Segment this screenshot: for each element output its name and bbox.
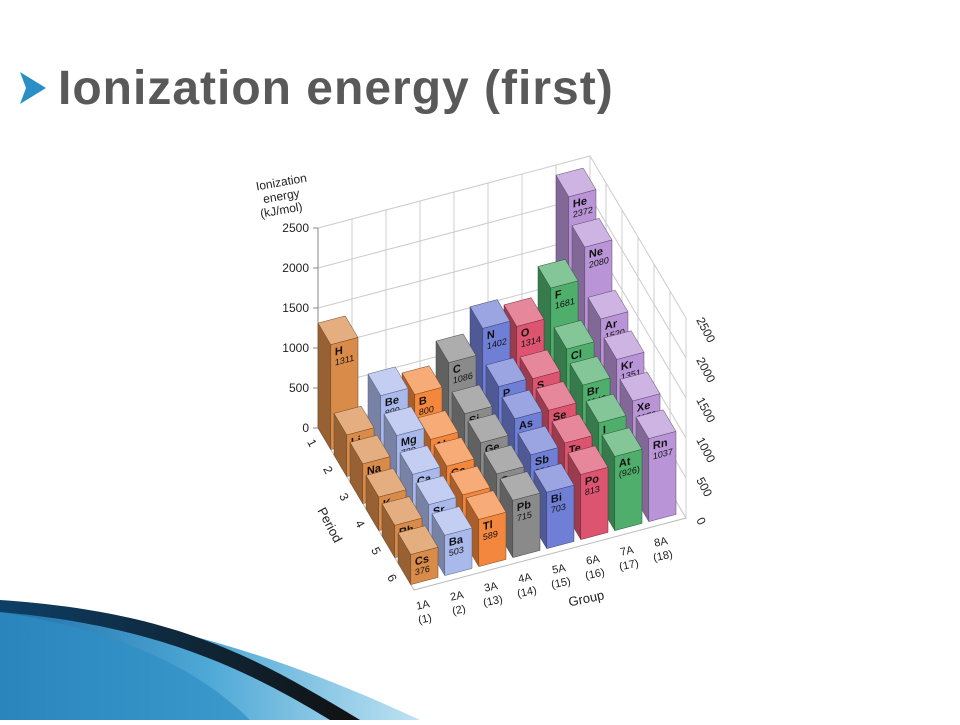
group-number: (2) xyxy=(451,603,467,618)
bar-front-face xyxy=(478,511,507,567)
element-symbol: As xyxy=(519,417,533,433)
element-value: 376 xyxy=(415,564,430,578)
bar-front-face xyxy=(614,448,643,531)
element-symbol: H xyxy=(335,345,343,359)
element-symbol: B xyxy=(419,395,427,409)
element-value: 800 xyxy=(419,404,434,418)
decor-swoosh-light xyxy=(0,612,250,720)
bar-left-face xyxy=(317,322,332,451)
element-symbol: Pb xyxy=(517,499,531,515)
bar-front-face xyxy=(512,492,541,558)
bar xyxy=(397,525,439,586)
group-axis-title: Group xyxy=(567,587,605,609)
group-label: 8A xyxy=(653,535,669,550)
y-tick-label: 500 xyxy=(289,381,309,395)
bar-front-face xyxy=(580,467,609,540)
bar xyxy=(635,409,677,523)
slide-title: Ionization energy (first) xyxy=(58,62,614,115)
element-symbol: He xyxy=(573,195,587,211)
element-symbol: Be xyxy=(385,394,399,410)
y-tick-label: 1500 xyxy=(282,301,309,315)
element-value: 703 xyxy=(551,501,566,515)
y-tick-label-right: 1500 xyxy=(693,395,718,425)
element-symbol: Xe xyxy=(637,400,650,415)
period-label: 3 xyxy=(336,491,352,504)
decor-swoosh-dark xyxy=(0,600,360,720)
group-label: 5A xyxy=(551,562,567,577)
group-label: 4A xyxy=(517,571,533,586)
group-label: 7A xyxy=(619,544,635,559)
bar-front-face xyxy=(648,431,677,522)
y-tick-label-right: 2500 xyxy=(693,315,718,345)
period-label: 5 xyxy=(368,545,384,558)
element-symbol: Sb xyxy=(535,453,549,469)
bar xyxy=(431,506,473,577)
element-symbol: I xyxy=(603,424,606,437)
bar-front-face xyxy=(546,484,575,549)
group-number: (13) xyxy=(482,594,504,610)
group-number: (18) xyxy=(652,549,674,565)
period-label: 6 xyxy=(384,572,400,585)
element-symbol: Ne xyxy=(589,246,603,262)
group-number: (17) xyxy=(618,558,640,574)
y-tick-label-right: 2000 xyxy=(693,355,718,385)
element-symbol: F xyxy=(555,288,562,302)
y-tick-label-right: 500 xyxy=(693,475,715,500)
element-symbol: P xyxy=(503,387,511,401)
y-tick-label: 0 xyxy=(302,421,309,435)
y-tick-label: 2500 xyxy=(282,221,309,235)
group-label: 3A xyxy=(483,580,499,595)
element-symbol: C xyxy=(453,363,461,377)
element-value: 813 xyxy=(585,484,600,498)
element-symbol: Cs xyxy=(415,553,429,569)
period-axis-title: Period xyxy=(315,505,346,545)
y-tick-label: 1000 xyxy=(282,341,309,355)
y-tick-label-right: 1000 xyxy=(693,435,718,465)
element-value: 503 xyxy=(449,544,464,558)
y-axis-label: energy xyxy=(262,186,301,206)
bar xyxy=(533,463,575,550)
element-value: 715 xyxy=(517,509,532,523)
element-symbol: Bi xyxy=(551,492,562,507)
element-symbol: O xyxy=(521,326,530,340)
element-symbol: Cl xyxy=(571,348,582,363)
y-tick-label: 2000 xyxy=(282,261,309,275)
element-symbol: Po xyxy=(585,473,599,489)
element-symbol: Ar xyxy=(605,318,618,333)
group-number: (16) xyxy=(584,567,606,583)
group-number: (1) xyxy=(417,612,433,627)
period-label: 4 xyxy=(352,518,368,531)
element-symbol: N xyxy=(487,328,495,342)
title-bullet xyxy=(20,72,46,104)
element-symbol: Kr xyxy=(621,358,634,373)
chart: 0 0 500 500 1000 1000 1500 1500 2000 2000 2500 2500… xyxy=(255,155,718,627)
bar xyxy=(465,490,507,568)
bar-front-face xyxy=(410,546,439,585)
group-label: 2A xyxy=(449,589,465,604)
group-label: 1A xyxy=(415,598,431,613)
period-label: 2 xyxy=(320,464,336,477)
period-label: 1 xyxy=(304,437,320,450)
group-number: (15) xyxy=(550,576,572,592)
group-label: 6A xyxy=(585,553,601,568)
element-symbol: Ba xyxy=(449,534,464,550)
element-value: 589 xyxy=(483,529,498,543)
bar-front-face xyxy=(444,527,473,576)
element-symbol: Mg xyxy=(401,433,417,449)
element-symbol: At xyxy=(619,455,631,470)
grid-line xyxy=(317,155,687,319)
y-tick-label-right: 0 xyxy=(693,515,709,528)
element-symbol: S xyxy=(537,379,545,393)
element-symbol: Rn xyxy=(653,437,668,453)
element-symbol: Br xyxy=(587,384,600,399)
element-symbol: Tl xyxy=(483,519,493,533)
group-number: (14) xyxy=(516,585,538,601)
